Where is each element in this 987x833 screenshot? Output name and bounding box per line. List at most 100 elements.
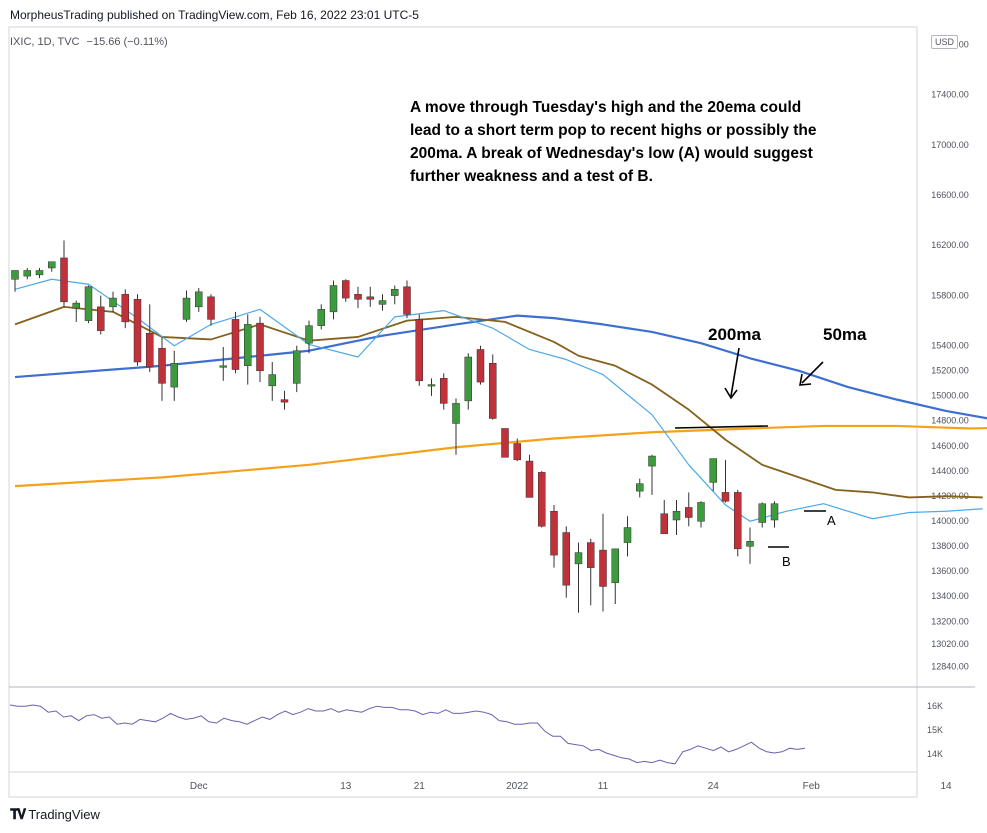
- ma-line-200ma: [14, 424, 987, 488]
- price-tick-label: 16200.00: [931, 240, 969, 250]
- ma200-label: 200ma: [708, 325, 761, 344]
- price-tick-label: 17000.00: [931, 140, 969, 150]
- candle-body: [280, 399, 289, 403]
- price-tick-label: 14800.00: [931, 416, 969, 426]
- candle-body: [268, 374, 276, 387]
- ma50-arrow-shaft: [801, 361, 824, 384]
- time-tick-label: 14: [940, 781, 952, 792]
- price-tick-label: 13020.00: [931, 639, 969, 649]
- ma-line-50ma: [14, 314, 987, 420]
- candle-body: [476, 349, 485, 383]
- candle-body: [305, 325, 313, 344]
- currency-badge[interactable]: USD: [931, 35, 959, 49]
- candle-body: [538, 472, 546, 527]
- price-tick-label: 13800.00: [931, 541, 969, 551]
- candle-body: [562, 532, 570, 586]
- price-tick-label: 13200.00: [931, 616, 969, 626]
- candle-body: [685, 507, 693, 518]
- candle-body: [758, 503, 766, 523]
- candle-body: [672, 510, 681, 521]
- price-tick-label: 12840.00: [931, 661, 969, 671]
- price-tick-label: 15200.00: [931, 366, 969, 376]
- candle-body: [464, 356, 472, 402]
- price-axis: 17800.0017400.0017000.0016600.0016200.00…: [931, 40, 969, 672]
- volume-tick-label: 14K: [927, 749, 943, 759]
- candle-body: [391, 289, 399, 296]
- volume-tick-label: 15K: [927, 725, 943, 735]
- price-tick-label: 16600.00: [931, 190, 969, 200]
- volume-line: [9, 704, 806, 765]
- moving-averages: [14, 278, 987, 522]
- price-tick-label: 13400.00: [931, 591, 969, 601]
- candle-body: [11, 270, 19, 280]
- candle-body: [158, 347, 166, 384]
- candle-body: [293, 350, 301, 384]
- candle-body: [452, 403, 460, 424]
- volume-pane: 16K 15K 14K: [9, 701, 943, 765]
- point-b-label: B: [782, 554, 791, 569]
- candle-body: [403, 286, 411, 315]
- candle-body: [427, 384, 436, 387]
- candle-body: [599, 549, 607, 587]
- candle-body: [109, 297, 117, 308]
- price-tick-label: 15000.00: [931, 391, 969, 401]
- candlesticks: [11, 240, 779, 613]
- candle-body: [182, 297, 191, 320]
- price-tick-label: 13600.00: [931, 566, 969, 576]
- price-tick-label: 15800.00: [931, 290, 969, 300]
- price-tick-label: 14600.00: [931, 441, 969, 451]
- candle-body: [770, 503, 779, 521]
- time-tick-label: 21: [414, 781, 426, 792]
- candle-body: [636, 483, 644, 492]
- time-tick-label: Feb: [803, 781, 821, 792]
- candle-body: [746, 541, 754, 547]
- ma-line-20ema: [14, 305, 983, 499]
- price-tick-label: 14000.00: [931, 516, 969, 526]
- candle-body: [513, 443, 521, 461]
- tradingview-logo-text: TradingView: [28, 807, 100, 822]
- candle-body: [48, 261, 56, 269]
- candle-body: [170, 363, 178, 388]
- candle-body: [587, 542, 595, 568]
- ma-line-10ema: [14, 278, 983, 522]
- price-tick-label: 15400.00: [931, 340, 969, 350]
- publish-header: MorpheusTrading published on TradingView…: [10, 8, 419, 22]
- candle-body: [378, 300, 387, 305]
- drawings: [674, 347, 826, 548]
- ma200-arrow-shaft: [730, 347, 740, 397]
- candle-body: [415, 319, 423, 382]
- time-axis: Dec132120221124Feb14Mar: [190, 781, 952, 792]
- time-tick-label: 2022: [506, 781, 529, 792]
- symbol-name: IXIC, 1D, TVC: [10, 36, 80, 48]
- candle-body: [231, 319, 240, 370]
- candle-body: [501, 428, 509, 458]
- candle-body: [60, 257, 68, 303]
- candle-body: [525, 460, 534, 498]
- resistance-line: [674, 425, 769, 429]
- candle-body: [574, 552, 583, 565]
- candle-body: [611, 548, 619, 583]
- candle-body: [23, 270, 31, 277]
- candle-body: [354, 294, 362, 300]
- tradingview-logo-icon: 𝐓𝐕: [10, 806, 26, 822]
- symbol-legend: IXIC, 1D, TVC −15.66 (−0.11%): [10, 36, 168, 48]
- time-tick-label: 24: [708, 781, 720, 792]
- candle-body: [84, 286, 93, 321]
- price-tick-label: 17400.00: [931, 90, 969, 100]
- candle-body: [489, 363, 497, 419]
- candle-body: [648, 455, 656, 467]
- candle-body: [329, 285, 338, 313]
- candle-body: [709, 458, 717, 483]
- tradingview-logo[interactable]: 𝐓𝐕 TradingView: [10, 806, 100, 823]
- point-a-label: A: [827, 513, 836, 528]
- candle-body: [256, 322, 264, 372]
- candle-body: [219, 365, 227, 368]
- ma50-arrow-head: [799, 373, 812, 386]
- candle-body: [207, 296, 215, 320]
- ma200-arrow-head: [724, 387, 738, 400]
- time-tick-label: 13: [340, 781, 352, 792]
- candle-body: [550, 510, 558, 556]
- candle-body: [342, 280, 350, 299]
- time-tick-label: 11: [598, 781, 609, 792]
